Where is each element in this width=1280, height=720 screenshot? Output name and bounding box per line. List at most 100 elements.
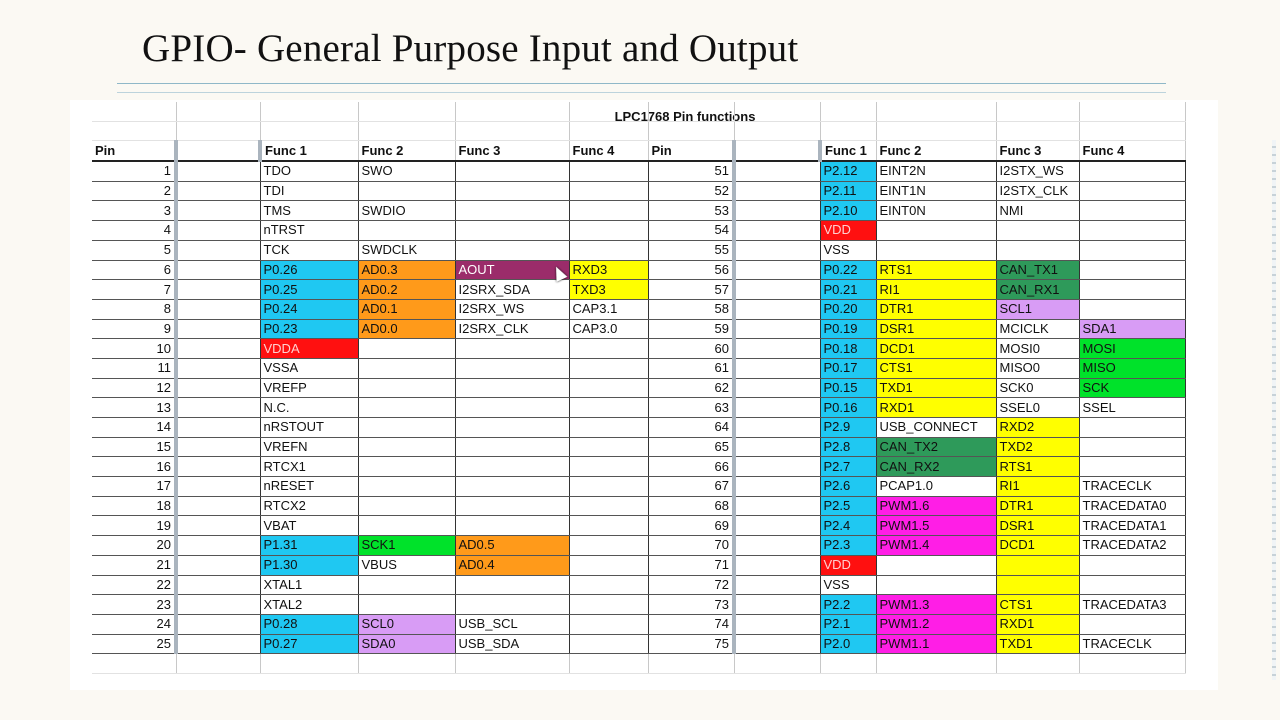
right-pin-func4-cell bbox=[1079, 437, 1186, 458]
left-pin-func4-cell bbox=[569, 378, 649, 399]
left-pin-func3-cell bbox=[455, 200, 570, 222]
right-header-func-2: Func 2 bbox=[876, 140, 997, 163]
right-pin-func2-cell: CAN_RX2 bbox=[876, 456, 997, 478]
right-pin-func1-cell: VSS bbox=[820, 575, 877, 596]
spacer-cell bbox=[174, 161, 261, 182]
left-pin-func4-cell bbox=[569, 161, 649, 182]
left-pin-func1-cell: P1.31 bbox=[260, 535, 359, 556]
spacer-cell bbox=[732, 437, 821, 458]
left-pin-func1-cell: nRSTOUT bbox=[260, 417, 359, 438]
empty-cell bbox=[648, 121, 735, 142]
left-pin-number: 22 bbox=[92, 575, 177, 596]
left-header-pin: Pin bbox=[92, 140, 177, 163]
right-pin-number: 73 bbox=[648, 594, 735, 615]
right-pin-number: 72 bbox=[648, 575, 735, 596]
right-pin-number: 52 bbox=[648, 181, 735, 202]
empty-cell bbox=[996, 653, 1080, 674]
empty-cell bbox=[260, 121, 359, 142]
spacer-cell bbox=[174, 535, 261, 556]
right-pin-func3-cell: MCICLK bbox=[996, 319, 1080, 340]
right-pin-func3-cell: SSEL0 bbox=[996, 397, 1080, 418]
empty-cell bbox=[569, 102, 649, 122]
left-pin-func1-cell: nTRST bbox=[260, 220, 359, 241]
right-pin-func4-cell bbox=[1079, 200, 1186, 222]
right-pin-func4-cell: SDA1 bbox=[1079, 319, 1186, 340]
left-pin-func4-cell bbox=[569, 437, 649, 458]
right-pin-func4-cell bbox=[1079, 260, 1186, 281]
left-pin-func1-cell: RTCX1 bbox=[260, 456, 359, 478]
right-pin-func2-cell: PWM1.4 bbox=[876, 535, 997, 556]
left-pin-func1-cell: VREFN bbox=[260, 437, 359, 458]
left-header-func-2: Func 2 bbox=[358, 140, 456, 163]
left-pin-func2-cell bbox=[358, 181, 456, 202]
spacer-cell bbox=[732, 417, 821, 438]
left-pin-func3-cell: USB_SDA bbox=[455, 634, 570, 655]
left-pin-func1-cell: P0.27 bbox=[260, 634, 359, 655]
empty-cell bbox=[648, 102, 735, 122]
table-row: 1 TDO SWO 51 P2.12 EINT2N I2STX_WS bbox=[92, 161, 1186, 182]
spacer-cell bbox=[732, 319, 821, 340]
right-pin-func4-cell: MISO bbox=[1079, 358, 1186, 379]
right-pin-func3-cell: DCD1 bbox=[996, 535, 1080, 556]
right-pin-func2-cell bbox=[876, 240, 997, 261]
right-pin-func1-cell: VDD bbox=[820, 220, 877, 241]
left-pin-number: 10 bbox=[92, 338, 177, 359]
right-pin-func1-cell: P0.22 bbox=[820, 260, 877, 281]
spacer-cell bbox=[174, 456, 261, 478]
spacer-cell bbox=[732, 515, 821, 537]
empty-cell bbox=[876, 121, 997, 142]
right-pin-func2-cell bbox=[876, 555, 997, 576]
left-pin-func2-cell bbox=[358, 515, 456, 537]
left-pin-number: 15 bbox=[92, 437, 177, 458]
spacer-cell bbox=[732, 456, 821, 478]
right-pin-func2-cell: TXD1 bbox=[876, 378, 997, 399]
left-pin-number: 21 bbox=[92, 555, 177, 576]
right-pin-func2-cell: RXD1 bbox=[876, 397, 997, 418]
spacer-cell bbox=[174, 319, 261, 340]
table-row: 24 P0.28 SCL0 USB_SCL 74 P2.1 PWM1.2 RXD1 bbox=[92, 614, 1186, 635]
table-row: 4 nTRST 54 VDD bbox=[92, 220, 1186, 241]
right-pin-func3-cell: SCL1 bbox=[996, 299, 1080, 320]
left-pin-func2-cell: SCL0 bbox=[358, 614, 456, 635]
left-pin-func2-cell: AD0.2 bbox=[358, 279, 456, 300]
left-pin-func4-cell bbox=[569, 358, 649, 379]
left-pin-func3-cell bbox=[455, 181, 570, 202]
right-pin-number: 54 bbox=[648, 220, 735, 241]
spacer-cell bbox=[732, 555, 821, 576]
empty-cell bbox=[92, 653, 177, 674]
right-pin-func3-cell: NMI bbox=[996, 200, 1080, 222]
spacer-cell bbox=[732, 260, 821, 281]
spacer-cell bbox=[732, 496, 821, 517]
left-pin-func4-cell bbox=[569, 594, 649, 615]
left-pin-func1-cell: P0.28 bbox=[260, 614, 359, 635]
table-row: 5 TCK SWDCLK 55 VSS bbox=[92, 240, 1186, 261]
left-pin-func4-cell: TXD3 bbox=[569, 279, 649, 300]
right-pin-number: 53 bbox=[648, 200, 735, 222]
left-pin-func1-cell: TDO bbox=[260, 161, 359, 182]
right-pin-number: 59 bbox=[648, 319, 735, 340]
table-row: 16 RTCX1 66 P2.7 CAN_RX2 RTS1 bbox=[92, 456, 1186, 478]
table-row: 17 nRESET 67 P2.6 PCAP1.0 RI1 TRACECLK bbox=[92, 476, 1186, 497]
right-pin-func2-cell: PWM1.6 bbox=[876, 496, 997, 517]
table-row: 9 P0.23 AD0.0 I2SRX_CLK CAP3.0 59 P0.19 DSR1 MCI… bbox=[92, 319, 1186, 340]
left-pin-func3-cell bbox=[455, 594, 570, 615]
right-pin-func3-cell: DTR1 bbox=[996, 496, 1080, 517]
left-pin-func4-cell bbox=[569, 555, 649, 576]
right-pin-func1-cell: VSS bbox=[820, 240, 877, 261]
right-pin-func1-cell: P2.6 bbox=[820, 476, 877, 497]
spacer-cell bbox=[732, 476, 821, 497]
left-pin-func1-cell: P1.30 bbox=[260, 555, 359, 576]
right-pin-func2-cell: PWM1.2 bbox=[876, 614, 997, 635]
empty-cell bbox=[820, 121, 877, 142]
spacer-cell bbox=[732, 161, 821, 182]
left-pin-func3-cell bbox=[455, 358, 570, 379]
right-pin-func1-cell: P2.8 bbox=[820, 437, 877, 458]
table-row: 20 P1.31 SCK1 AD0.5 70 P2.3 PWM1.4 DCD1 TRACEDAT… bbox=[92, 535, 1186, 556]
empty-cell bbox=[260, 653, 359, 674]
left-pin-func2-cell: AD0.3 bbox=[358, 260, 456, 281]
left-pin-func1-cell: TDI bbox=[260, 181, 359, 202]
table-row: 11 VSSA 61 P0.17 CTS1 MISO0 MISO bbox=[92, 358, 1186, 379]
right-header-func-3: Func 3 bbox=[996, 140, 1080, 163]
right-pin-func2-cell: PWM1.3 bbox=[876, 594, 997, 615]
right-pin-func4-cell bbox=[1079, 220, 1186, 241]
